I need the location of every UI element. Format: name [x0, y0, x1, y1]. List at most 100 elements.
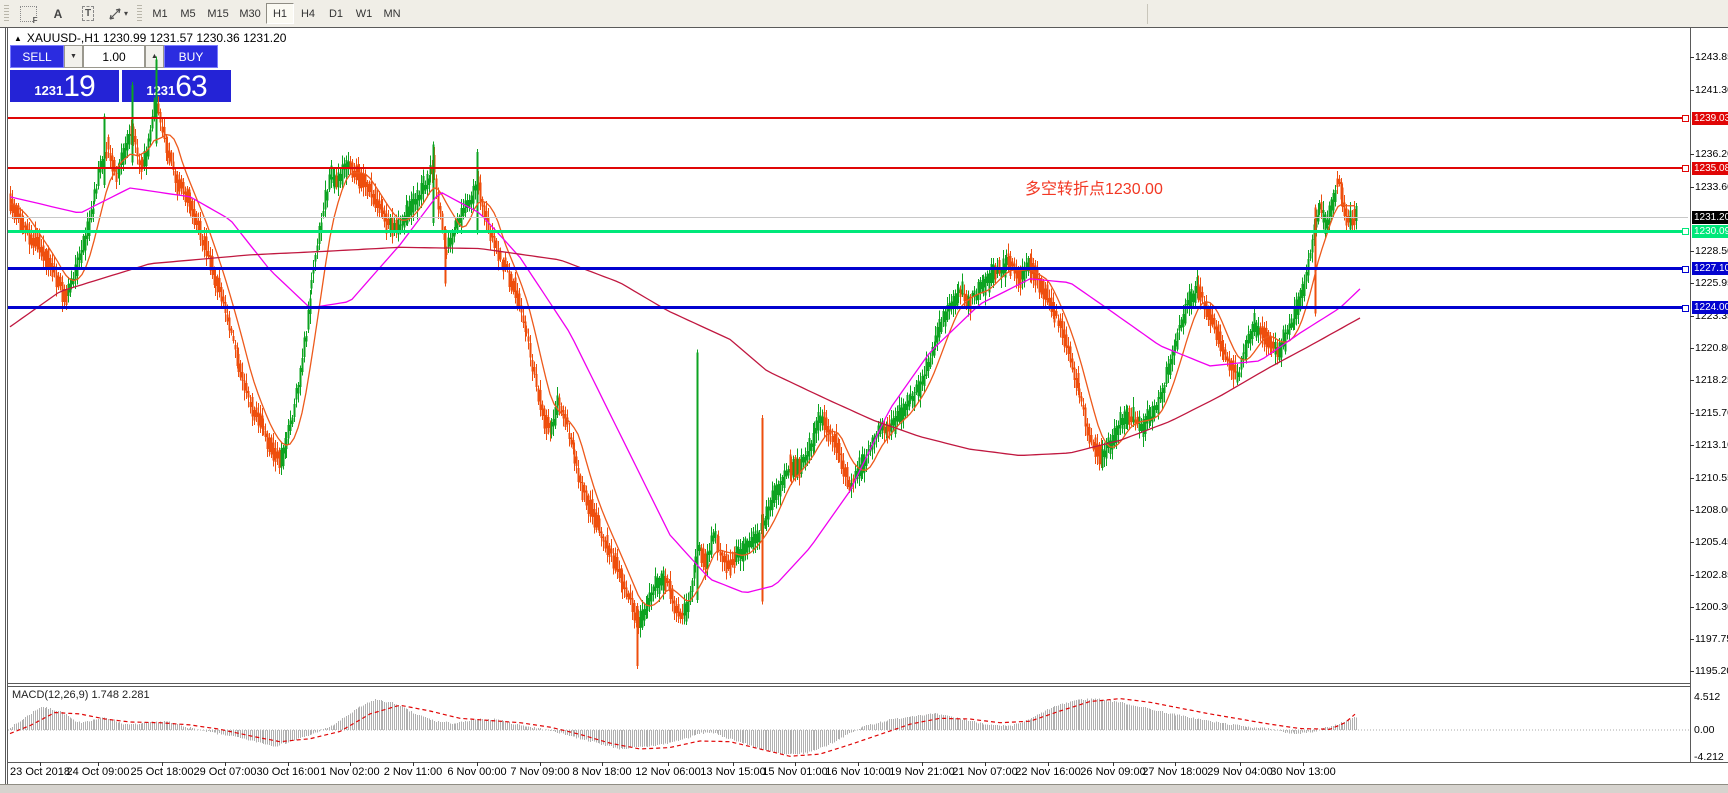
- timeframe-button-h4[interactable]: H4: [300, 7, 316, 20]
- chart-annotation-text[interactable]: 多空转折点1230.00: [1025, 181, 1163, 198]
- indicator-grid-button[interactable]: F: [14, 3, 42, 25]
- time-tick: [1048, 762, 1049, 766]
- sell-price-tile[interactable]: 1231 19: [10, 70, 119, 102]
- hline-price-label: 1224.00: [1692, 301, 1728, 314]
- timeframe-button-w1[interactable]: W1: [355, 7, 373, 20]
- price-axis-border[interactable]: [1690, 28, 1691, 762]
- indicator-grid-icon: F: [19, 5, 38, 25]
- toolbar-drag-handle[interactable]: [4, 4, 9, 23]
- price-tick-label: 1213.10: [1695, 439, 1728, 452]
- time-tick-label: 30 Oct 16:00: [256, 766, 320, 778]
- horizontal-line-object[interactable]: [8, 306, 1688, 309]
- volume-decrease-button[interactable]: ▼: [64, 45, 83, 68]
- line-anchor-marker[interactable]: [1682, 115, 1689, 122]
- horizontal-line-object[interactable]: [8, 117, 1688, 119]
- price-tick: [1690, 283, 1694, 284]
- symbol-ohlc-text: XAUUSD-,H1 1230.99 1231.57 1230.36 1231.…: [26, 31, 287, 45]
- timeframe-group: M1 M5 M15 M30 H1 H4 D1 W1 MN: [146, 3, 406, 24]
- timeframe-button-m1[interactable]: M1: [152, 7, 168, 20]
- line-anchor-marker[interactable]: [1682, 228, 1689, 235]
- toolbar: F A T ▾ M1 M5 M15 M30 H1 H4 D1 W1 MN: [0, 0, 1728, 28]
- timeframe-button-mn[interactable]: MN: [383, 7, 401, 20]
- time-tick-label: 27 Nov 18:00: [1142, 766, 1208, 778]
- price-tick-label: 1243.85: [1695, 51, 1728, 64]
- horizontal-line-object[interactable]: [8, 267, 1688, 270]
- price-tick: [1690, 251, 1694, 252]
- price-tick-label: 1197.75: [1695, 633, 1728, 646]
- line-anchor-marker[interactable]: [1682, 266, 1689, 273]
- price-tick: [1690, 90, 1694, 91]
- price-tick: [1690, 57, 1694, 58]
- price-tick-label: 1236.20: [1695, 147, 1728, 160]
- horizontal-line-object[interactable]: [8, 230, 1688, 233]
- text-box-tool-button[interactable]: T: [74, 3, 102, 25]
- text-label-tool-button[interactable]: A: [44, 3, 72, 25]
- time-tick-label: 2 Nov 11:00: [383, 766, 443, 778]
- timeframe-button-h1[interactable]: H1: [266, 3, 295, 24]
- time-tick: [98, 762, 99, 766]
- price-tick-label: 1210.55: [1695, 471, 1728, 484]
- timeframe-button-d1[interactable]: D1: [328, 7, 344, 20]
- buy-button[interactable]: BUY: [164, 45, 218, 68]
- price-tick: [1690, 542, 1694, 543]
- price-tick-label: 1228.50: [1695, 245, 1728, 258]
- current-price-line: [8, 217, 1688, 218]
- line-anchor-marker[interactable]: [1682, 165, 1689, 172]
- price-tick-label: 1218.25: [1695, 374, 1728, 387]
- time-tick-label: 1 Nov 02:00: [320, 766, 380, 778]
- cursor-arrows-icon: [109, 7, 121, 20]
- chart-frame-left-outer: [5, 28, 6, 785]
- sell-price-pips: 19: [63, 70, 95, 103]
- line-anchor-marker[interactable]: [1682, 305, 1689, 312]
- volume-input[interactable]: 1.00: [83, 45, 145, 68]
- price-tick: [1690, 445, 1694, 446]
- time-tick-label: 30 Nov 13:00: [1270, 766, 1336, 778]
- timeframe-button-m30[interactable]: M30: [239, 7, 261, 20]
- time-tick: [162, 762, 163, 766]
- price-tick-label: 1220.80: [1695, 342, 1728, 355]
- time-tick: [795, 762, 796, 766]
- time-tick: [1240, 762, 1241, 766]
- price-tick: [1690, 154, 1694, 155]
- time-tick-label: 8 Nov 18:00: [572, 766, 632, 778]
- toolbar-drag-handle[interactable]: [137, 4, 143, 23]
- time-tick: [1303, 762, 1304, 766]
- time-tick-label: 29 Nov 04:00: [1207, 766, 1273, 778]
- chart-title: ▲ XAUUSD-,H1 1230.99 1231.57 1230.36 123…: [14, 31, 286, 45]
- sell-button[interactable]: SELL: [10, 45, 64, 68]
- price-tick: [1690, 639, 1694, 640]
- volume-increase-button[interactable]: ▲: [145, 45, 164, 68]
- timeframe-button-m5[interactable]: M5: [180, 7, 196, 20]
- cursor-tools-button[interactable]: ▾: [104, 3, 132, 25]
- time-tick: [477, 762, 478, 766]
- time-tick-label: 26 Nov 09:00: [1080, 766, 1146, 778]
- time-tick: [668, 762, 669, 766]
- price-tick: [1690, 413, 1694, 414]
- time-axis-border: [8, 762, 1728, 763]
- pane-splitter-bottom[interactable]: [8, 686, 1690, 687]
- pane-splitter-top[interactable]: [8, 683, 1690, 684]
- collapse-triangle-icon[interactable]: ▲: [14, 33, 22, 43]
- price-tick: [1690, 510, 1694, 511]
- one-click-trade-panel: SELL ▼ 1.00 ▲ BUY 1231 19 1231 63: [10, 45, 234, 102]
- price-tick-label: 1215.70: [1695, 406, 1728, 419]
- macd-indicator-label: MACD(12,26,9) 1.748 2.281: [12, 689, 150, 701]
- price-tick: [1690, 380, 1694, 381]
- time-tick-label: 23 Oct 2018: [10, 766, 70, 778]
- timeframe-button-m15[interactable]: M15: [207, 7, 229, 20]
- buy-price-pips: 63: [175, 70, 207, 103]
- time-tick: [858, 762, 859, 766]
- hline-price-label: 1235.08: [1692, 162, 1728, 175]
- hline-price-label: 1227.10: [1692, 262, 1728, 275]
- time-tick: [733, 762, 734, 766]
- price-tick: [1690, 607, 1694, 608]
- macd-scale-zero: 0.00: [1694, 724, 1715, 736]
- time-tick: [922, 762, 923, 766]
- time-tick-label: 16 Nov 10:00: [825, 766, 891, 778]
- horizontal-line-object[interactable]: [8, 167, 1688, 169]
- time-tick: [602, 762, 603, 766]
- time-tick-label: 29 Oct 07:00: [193, 766, 257, 778]
- time-tick-label: 6 Nov 00:00: [447, 766, 507, 778]
- buy-price-tile[interactable]: 1231 63: [122, 70, 231, 102]
